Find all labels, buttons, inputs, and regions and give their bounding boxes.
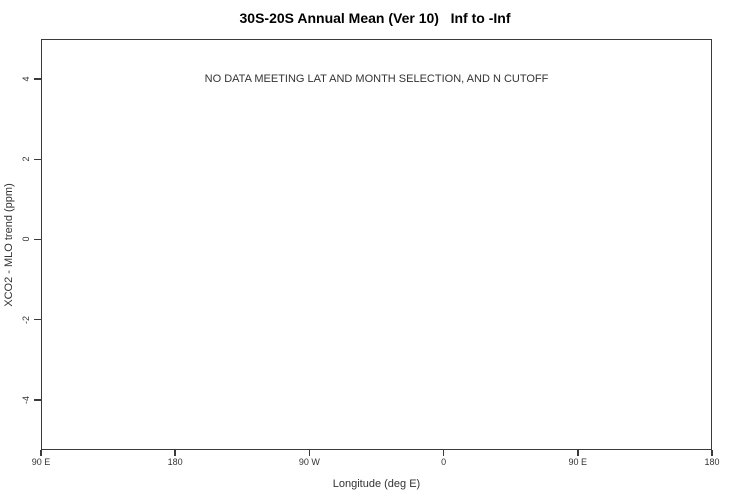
y-tick-mark <box>34 318 41 321</box>
x-tick-label: 0 <box>441 457 447 467</box>
y-tick-label: -4 <box>21 395 31 404</box>
y-tick-label: 2 <box>21 156 31 162</box>
x-tick-label: 90 W <box>298 457 320 467</box>
x-axis-label: Longitude (deg E) <box>332 478 421 490</box>
no-data-message: NO DATA MEETING LAT AND MONTH SELECTION,… <box>204 73 549 86</box>
x-tick-mark <box>174 450 176 456</box>
x-tick-mark <box>711 450 713 456</box>
y-tick-label: -2 <box>21 315 31 324</box>
x-tick-mark <box>40 450 42 456</box>
y-tick-label: 0 <box>21 236 31 242</box>
y-tick-mark <box>34 78 41 80</box>
y-tick-mark <box>34 158 41 161</box>
y-tick-mark <box>34 238 41 241</box>
plot-area <box>41 39 712 450</box>
x-tick-mark <box>308 450 311 456</box>
y-tick-label: 4 <box>21 76 31 82</box>
y-axis-label: XCO2 - MLO trend (ppm) <box>3 182 15 307</box>
x-tick-label: 180 <box>167 457 183 467</box>
x-tick-label: 180 <box>704 457 720 467</box>
x-tick-label: 90 E <box>31 457 51 467</box>
x-tick-mark <box>442 450 445 456</box>
chart-title: 30S-20S Annual Mean (Ver 10) Inf to -Inf <box>239 10 511 26</box>
y-tick-mark <box>34 399 41 401</box>
x-tick-mark <box>577 450 579 456</box>
x-tick-label: 90 E <box>568 457 588 467</box>
